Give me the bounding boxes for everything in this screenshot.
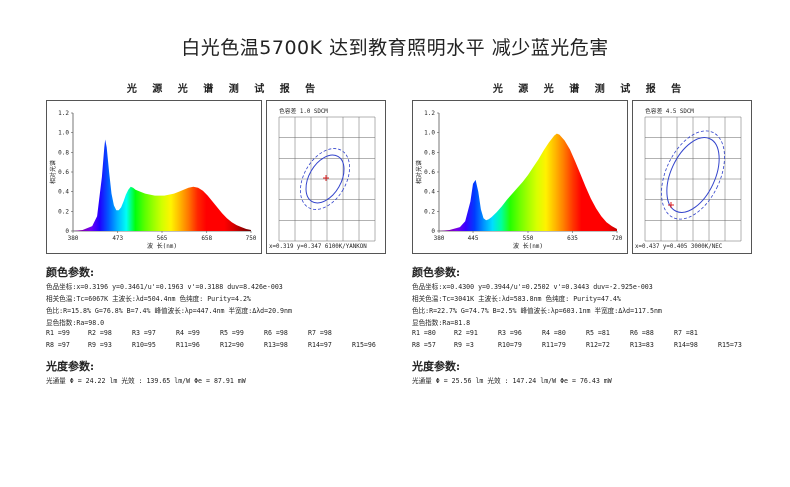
ri-value: R12=72 — [586, 341, 610, 349]
cie-svg — [278, 116, 376, 242]
y-tick-label: 0.2 — [424, 208, 435, 215]
cie-ellipse — [666, 137, 720, 213]
ri-value: R5 =99 — [220, 329, 244, 337]
y-tick-label: 0.6 — [58, 169, 69, 176]
ri-value: R8 =57 — [412, 341, 436, 349]
x-tick-label: 380 — [68, 235, 79, 242]
cie-ellipse — [305, 154, 345, 204]
y-axis-label: 相对光谱 — [415, 160, 423, 184]
y-tick-label: 0.4 — [58, 189, 69, 196]
cie-svg — [644, 116, 742, 242]
y-tick-label: 0.2 — [58, 208, 69, 215]
cie-footer: x=0.319 y=0.347 6100K/YANKON — [269, 244, 367, 250]
ri-value: R1 =99 — [46, 329, 70, 337]
cie-chart-right: 色容差 4.5 SDCM x=0.437 y=0.405 3000K/NEC — [632, 100, 752, 254]
ri-value: R8 =97 — [46, 341, 70, 349]
spectrum-chart-left: 1.2 1.0 0.8 0.6 0.4 0.2 0 380 473 565 658 750 波 长(nm… — [46, 100, 262, 254]
y-tick-label: 1.2 — [58, 110, 69, 117]
color-line-4: 显色指数:Ra=98.0 — [46, 319, 105, 327]
ri-value: R12=90 — [220, 341, 244, 349]
ri-value: R14=98 — [674, 341, 698, 349]
x-tick-label: 750 — [246, 235, 257, 242]
x-tick-label: 550 — [523, 235, 534, 242]
y-tick-label: 0.8 — [58, 149, 69, 156]
color-line-2: 相关色温:Tc=3041K 主波长:λd=583.8nm 色纯度: Purity… — [412, 295, 621, 303]
y-tick-label: 0.6 — [424, 169, 435, 176]
color-line-4: 显色指数:Ra=81.8 — [412, 319, 471, 327]
cie-footer: x=0.437 y=0.405 3000K/NEC — [635, 244, 723, 250]
ri-value: R6 =88 — [630, 329, 654, 337]
spectrum-area — [73, 139, 251, 231]
photometric-title: 光度参数: — [412, 360, 461, 373]
headline: 白光色温5700K 达到教育照明水平 减少蓝光危害 — [181, 37, 609, 59]
cie-ellipse-outer — [300, 148, 350, 210]
spectrum-chart-right: 1.2 1.0 0.8 0.6 0.4 0.2 0 380 445 550 635 720 波 长(nm… — [412, 100, 628, 254]
x-tick-label: 380 — [434, 235, 445, 242]
color-line-1: 色品坐标:x=0.4300 y=0.3944/u'=0.2502 v'=0.34… — [412, 283, 653, 291]
x-axis-label: 波 长(nm) — [513, 242, 543, 250]
x-tick-label: 565 — [157, 235, 168, 242]
cie-header: 色容差 4.5 SDCM — [645, 109, 694, 115]
ri-value: R5 =81 — [586, 329, 610, 337]
ri-value: R10=95 — [132, 341, 156, 349]
ri-value: R13=98 — [264, 341, 288, 349]
report-title: 光 源 光 谱 测 试 报 告 — [492, 84, 688, 95]
color-line-2: 相关色温:Tc=6067K 主波长:λd=504.4nm 色纯度: Purity… — [46, 295, 251, 303]
x-axis-label: 波 长(nm) — [147, 242, 177, 250]
ri-value: R15=73 — [718, 341, 742, 349]
ri-value: R13=83 — [630, 341, 654, 349]
ri-value: R11=79 — [542, 341, 566, 349]
ri-value: R3 =96 — [498, 329, 522, 337]
y-tick-label: 1.0 — [58, 130, 69, 137]
ri-value: R14=97 — [308, 341, 332, 349]
ri-value: R2 =91 — [454, 329, 478, 337]
report-title: 光 源 光 谱 测 试 报 告 — [126, 84, 322, 95]
ri-value: R2 =98 — [88, 329, 112, 337]
x-tick-label: 473 — [112, 235, 123, 242]
y-tick-label: 1.2 — [424, 110, 435, 117]
photometric-line: 光通量 Φ = 25.56 lm 光效 : 147.24 lm/W Φe = 7… — [412, 377, 612, 385]
ri-value: R4 =80 — [542, 329, 566, 337]
color-line-3: 色比:R=15.8% G=76.8% B=7.4% 峰值波长:λp=447.4n… — [46, 307, 292, 315]
x-tick-label: 445 — [468, 235, 479, 242]
color-line-3: 色比:R=22.7% G=74.7% B=2.5% 峰值波长:λp=603.1n… — [412, 307, 662, 315]
ri-value: R9 =93 — [88, 341, 112, 349]
photometric-line: 光通量 Φ = 24.22 lm 光效 : 139.65 lm/W Φe = 8… — [46, 377, 246, 385]
ri-value: R7 =98 — [308, 329, 332, 337]
color-params-title: 颜色参数: — [412, 266, 461, 279]
color-line-1: 色品坐标:x=0.3196 y=0.3461/u'=0.1963 v'=0.31… — [46, 283, 283, 291]
ri-value: R3 =97 — [132, 329, 156, 337]
spectrum-area — [439, 133, 617, 231]
ri-value: R10=79 — [498, 341, 522, 349]
ri-value: R9 =3 — [454, 341, 474, 349]
y-tick-label: 0.4 — [424, 189, 435, 196]
cie-ellipse-outer — [661, 130, 725, 220]
y-tick-label: 0.8 — [424, 149, 435, 156]
ri-value: R7 =81 — [674, 329, 698, 337]
y-tick-label: 0 — [65, 228, 69, 235]
photometric-title: 光度参数: — [46, 360, 95, 373]
cie-header: 色容差 1.0 SDCM — [279, 109, 328, 115]
cie-chart-left: 色容差 1.0 SDCM x=0.319 y=0.347 6100K/YANKO… — [266, 100, 386, 254]
x-tick-label: 635 — [567, 235, 578, 242]
color-params-title: 颜色参数: — [46, 266, 95, 279]
x-tick-label: 658 — [201, 235, 212, 242]
y-tick-label: 0 — [431, 228, 435, 235]
ri-value: R15=96 — [352, 341, 376, 349]
y-axis-label: 相对光谱 — [49, 160, 57, 184]
ri-value: R4 =99 — [176, 329, 200, 337]
ri-value: R6 =98 — [264, 329, 288, 337]
ri-value: R11=96 — [176, 341, 200, 349]
y-tick-label: 1.0 — [424, 130, 435, 137]
ri-value: R1 =80 — [412, 329, 436, 337]
x-tick-label: 720 — [612, 235, 623, 242]
